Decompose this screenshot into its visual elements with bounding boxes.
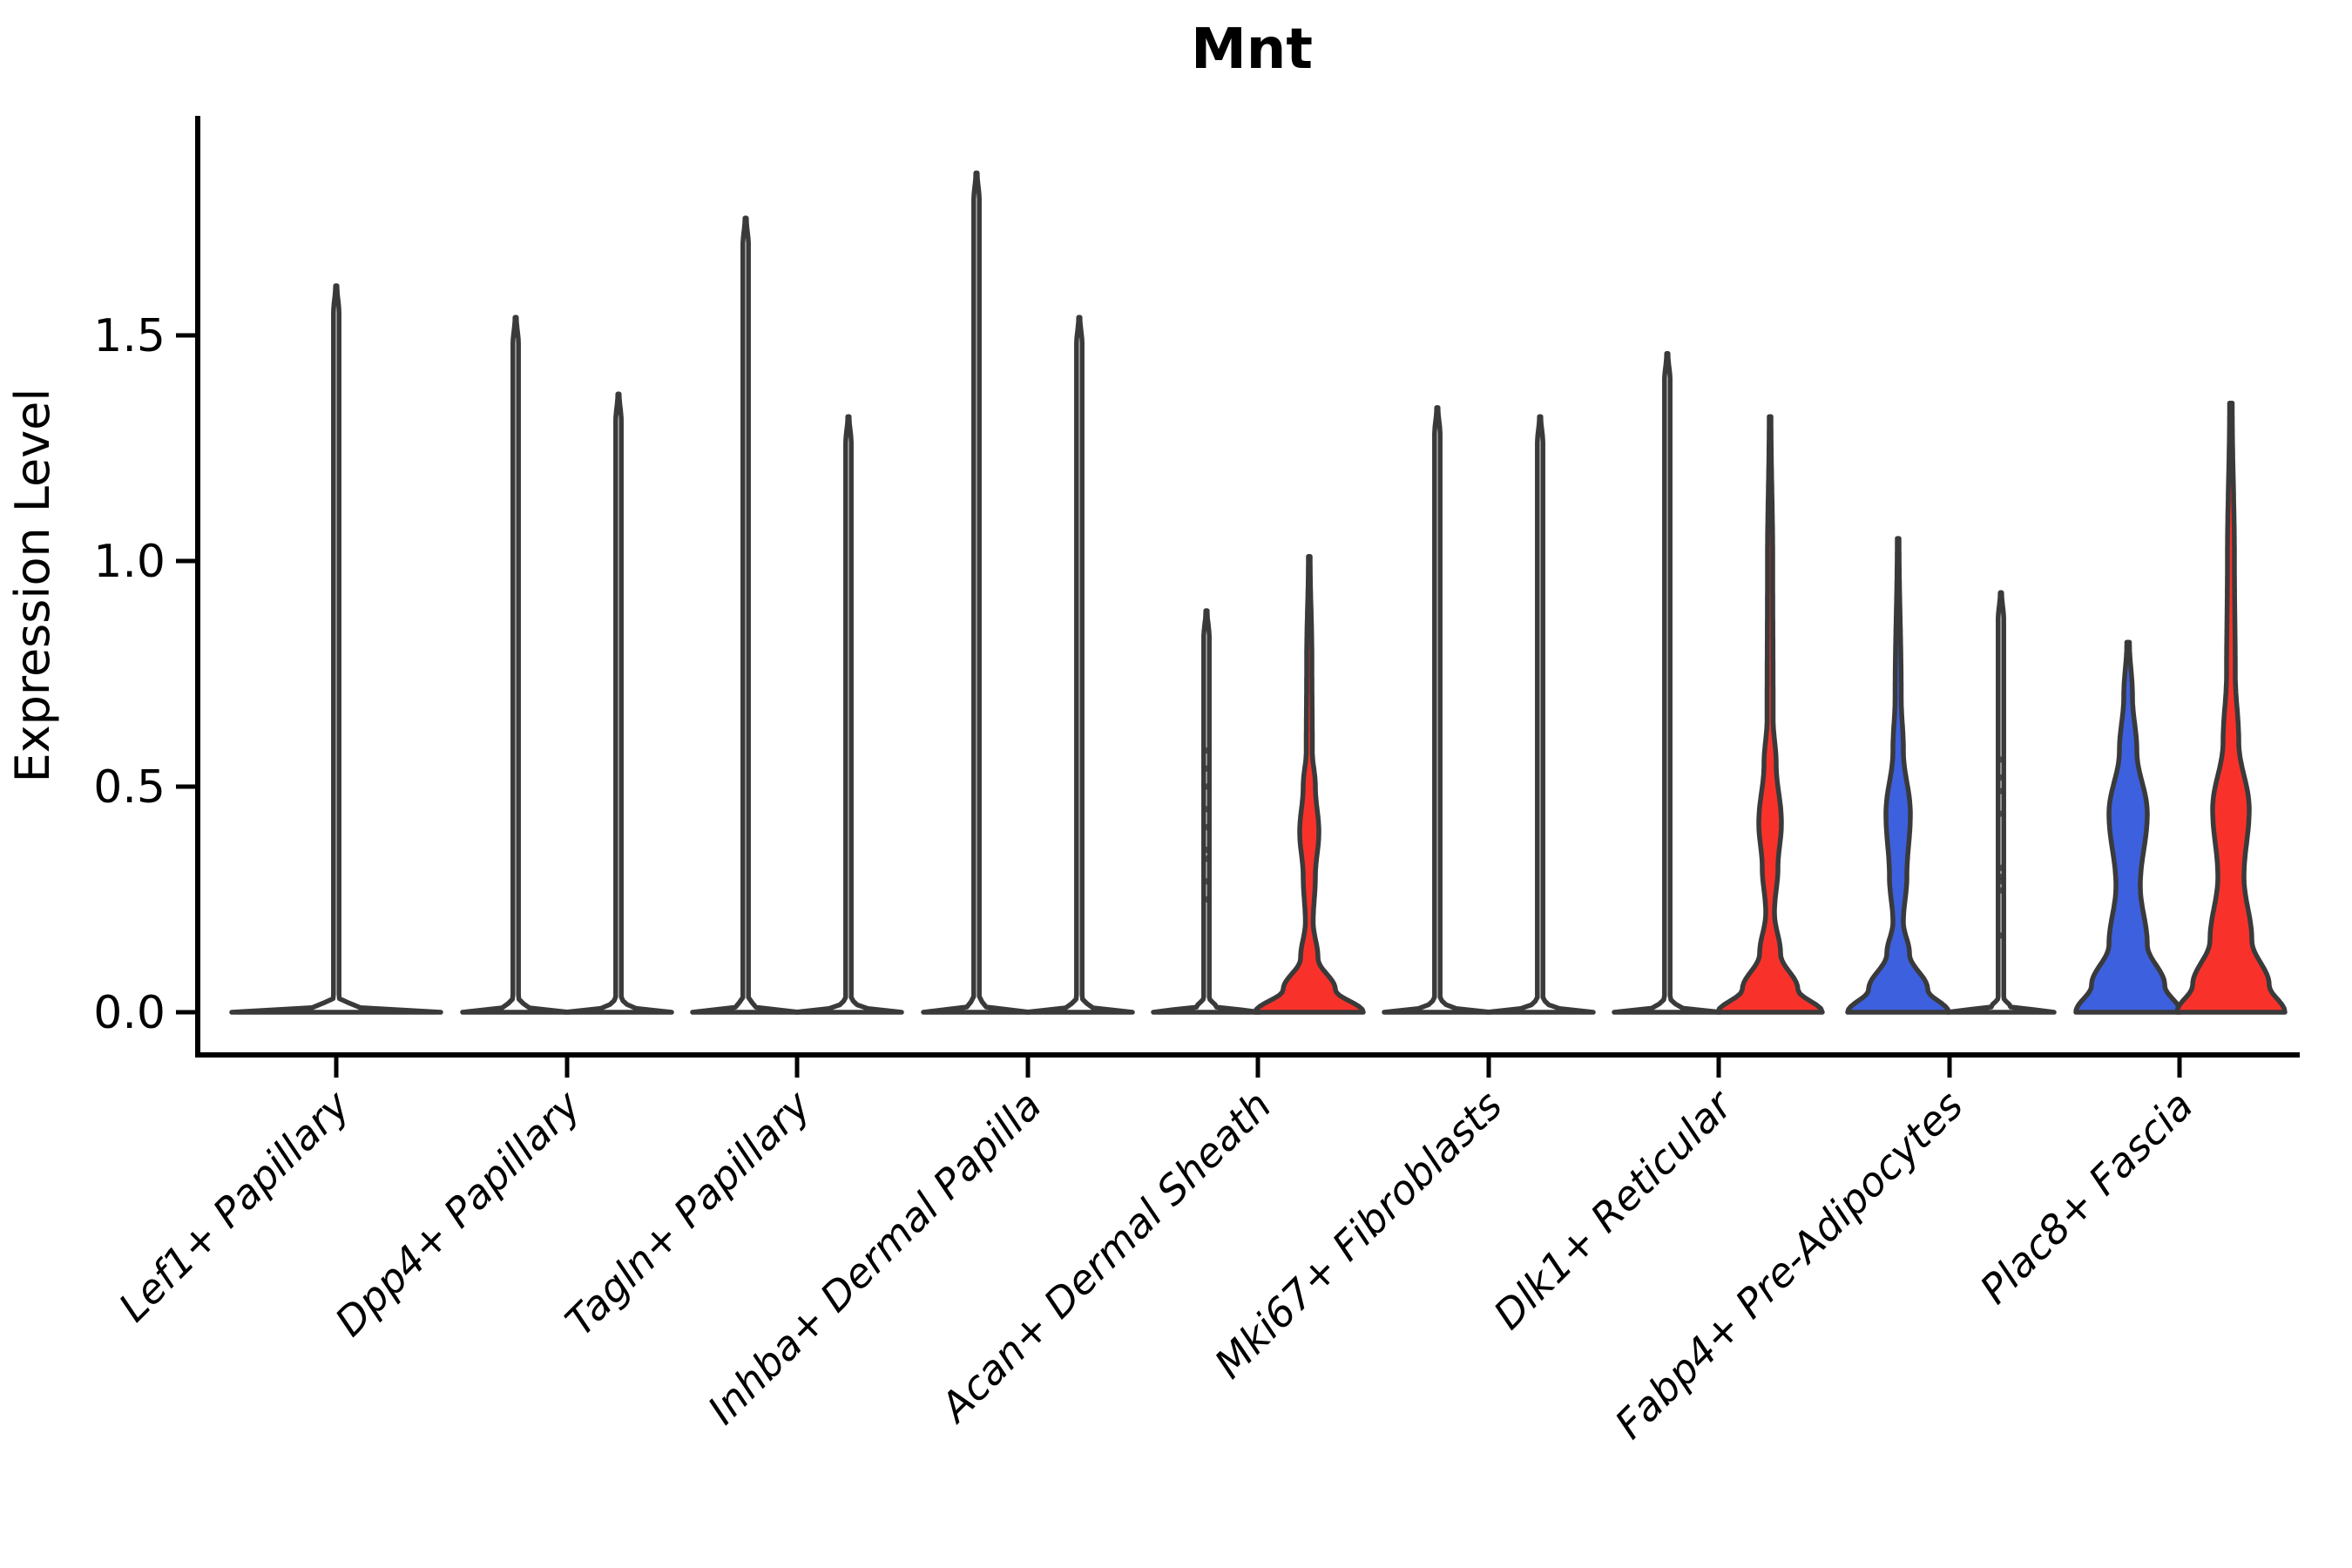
jitter-dot [1203,824,1210,831]
jitter-dot [1203,878,1210,885]
jitter-dot [1997,864,2004,871]
violin-left [460,314,571,1015]
violin-right [1715,414,1825,1015]
violin-right [563,391,674,1015]
y-tick-label: 1.5 [93,310,166,362]
jitter-dot [1997,756,2004,763]
violin-right [1945,590,2057,1015]
violin-shapes [229,170,2288,1015]
violin-single [229,283,443,1015]
jitter-dot [1997,810,2004,817]
x-tick-label: Dpp4+ Papillary [326,1081,590,1345]
jitter-dot [1997,878,2004,885]
x-tick-label: Dlk1+ Reticular [1484,1079,1743,1338]
violin-right [793,414,904,1015]
violin-right [2174,400,2288,1015]
violin-right [1484,414,1596,1015]
x-tick-label: Tagln+ Papillary [556,1081,820,1345]
jitter-dot [1203,806,1210,813]
jitter-dot [1997,932,2004,939]
chart-title: Mnt [1191,17,1313,82]
violin-left [2073,639,2183,1015]
jitter-dot [1997,874,2004,881]
jitter-dot [1203,896,1210,903]
jitter-dot [1203,747,1210,754]
jitter-dot [1997,887,2004,894]
jitter-dot [1203,783,1210,790]
y-tick-label: 0.0 [93,987,166,1039]
y-tick-label: 1.0 [93,536,166,588]
violin-right [1253,554,1366,1015]
y-axis-ticks: 0.0 0.5 1.0 1.5 [93,310,198,1039]
y-axis-label: Expression Level [5,389,60,783]
x-tick-label: Lef1+ Papillary [110,1081,359,1330]
violin-left [1382,405,1493,1015]
jitter-dot [1203,765,1210,772]
violin-right [1024,314,1135,1015]
jitter-dot [1203,855,1210,862]
jitter-dot [1997,787,2004,794]
x-tick-label: Plac8+ Fascia [1970,1082,2201,1313]
y-tick-label: 0.5 [93,761,166,814]
violin-left [690,215,801,1015]
x-axis-ticks [334,1055,2182,1078]
jitter-dot [1203,846,1210,854]
violin-left [1612,350,1723,1015]
violin-left [921,170,1032,1015]
jitter-dot [1997,774,2004,781]
violin-left [1845,536,1951,1015]
